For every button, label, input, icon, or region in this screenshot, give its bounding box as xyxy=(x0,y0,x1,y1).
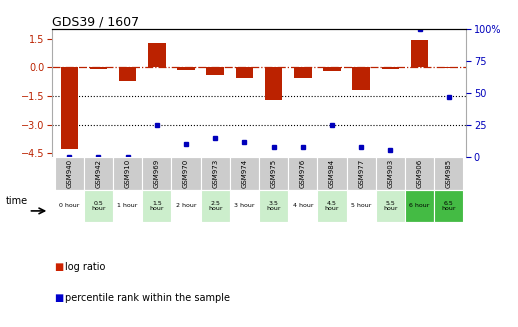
Text: 6 hour: 6 hour xyxy=(409,203,430,209)
Bar xyxy=(113,190,142,222)
Bar xyxy=(434,190,463,222)
Text: time: time xyxy=(6,196,28,206)
Text: GSM976: GSM976 xyxy=(300,159,306,188)
Text: GSM974: GSM974 xyxy=(241,159,248,188)
Text: 4 hour: 4 hour xyxy=(293,203,313,209)
Bar xyxy=(382,67,399,69)
Bar xyxy=(259,190,288,222)
Bar xyxy=(434,157,463,190)
Text: 5.5
hour: 5.5 hour xyxy=(383,201,398,211)
Bar xyxy=(200,190,230,222)
Text: 1 hour: 1 hour xyxy=(118,203,138,209)
Text: GSM984: GSM984 xyxy=(329,159,335,188)
Bar xyxy=(119,67,136,81)
Bar xyxy=(200,157,230,190)
Text: 4.5
hour: 4.5 hour xyxy=(325,201,339,211)
Bar xyxy=(288,157,318,190)
Bar xyxy=(171,190,200,222)
Bar xyxy=(405,190,434,222)
Bar xyxy=(440,67,457,68)
Bar xyxy=(265,67,282,100)
Bar xyxy=(61,67,78,149)
Text: GDS39 / 1607: GDS39 / 1607 xyxy=(52,15,139,28)
Text: GSM942: GSM942 xyxy=(95,159,102,188)
Bar xyxy=(142,157,171,190)
Text: GSM973: GSM973 xyxy=(212,159,218,188)
Bar xyxy=(347,190,376,222)
Text: GSM975: GSM975 xyxy=(270,159,277,188)
Bar xyxy=(411,40,428,67)
Bar xyxy=(177,67,195,70)
Bar xyxy=(90,67,107,69)
Bar xyxy=(207,67,224,75)
Text: 6.5
hour: 6.5 hour xyxy=(441,201,456,211)
Bar xyxy=(288,190,318,222)
Text: 1.5
hour: 1.5 hour xyxy=(150,201,164,211)
Bar xyxy=(84,190,113,222)
Bar xyxy=(405,157,434,190)
Bar xyxy=(113,157,142,190)
Text: percentile rank within the sample: percentile rank within the sample xyxy=(65,293,230,302)
Text: ■: ■ xyxy=(54,262,64,271)
Bar xyxy=(236,67,253,78)
Bar xyxy=(323,67,341,71)
Text: ■: ■ xyxy=(54,293,64,302)
Bar xyxy=(171,157,200,190)
Text: GSM940: GSM940 xyxy=(66,159,73,188)
Bar xyxy=(55,157,84,190)
Text: GSM903: GSM903 xyxy=(387,159,393,188)
Text: 3 hour: 3 hour xyxy=(234,203,255,209)
Text: GSM977: GSM977 xyxy=(358,159,364,188)
Bar xyxy=(55,190,84,222)
Bar xyxy=(142,190,171,222)
Text: log ratio: log ratio xyxy=(65,262,105,271)
Text: 5 hour: 5 hour xyxy=(351,203,371,209)
Bar xyxy=(376,190,405,222)
Text: 0.5
hour: 0.5 hour xyxy=(91,201,106,211)
Bar xyxy=(294,67,311,78)
Bar xyxy=(318,157,347,190)
Text: 2 hour: 2 hour xyxy=(176,203,196,209)
Text: GSM906: GSM906 xyxy=(416,159,423,188)
Text: 3.5
hour: 3.5 hour xyxy=(266,201,281,211)
Text: GSM910: GSM910 xyxy=(125,159,131,188)
Bar xyxy=(318,190,347,222)
Bar xyxy=(148,43,166,67)
Bar xyxy=(376,157,405,190)
Text: 0 hour: 0 hour xyxy=(59,203,79,209)
Text: 2.5
hour: 2.5 hour xyxy=(208,201,222,211)
Text: GSM970: GSM970 xyxy=(183,159,189,188)
Bar xyxy=(259,157,288,190)
Bar xyxy=(84,157,113,190)
Bar xyxy=(230,190,259,222)
Bar xyxy=(352,67,370,90)
Bar xyxy=(347,157,376,190)
Text: GSM969: GSM969 xyxy=(154,159,160,188)
Bar xyxy=(230,157,259,190)
Text: GSM985: GSM985 xyxy=(445,159,452,188)
